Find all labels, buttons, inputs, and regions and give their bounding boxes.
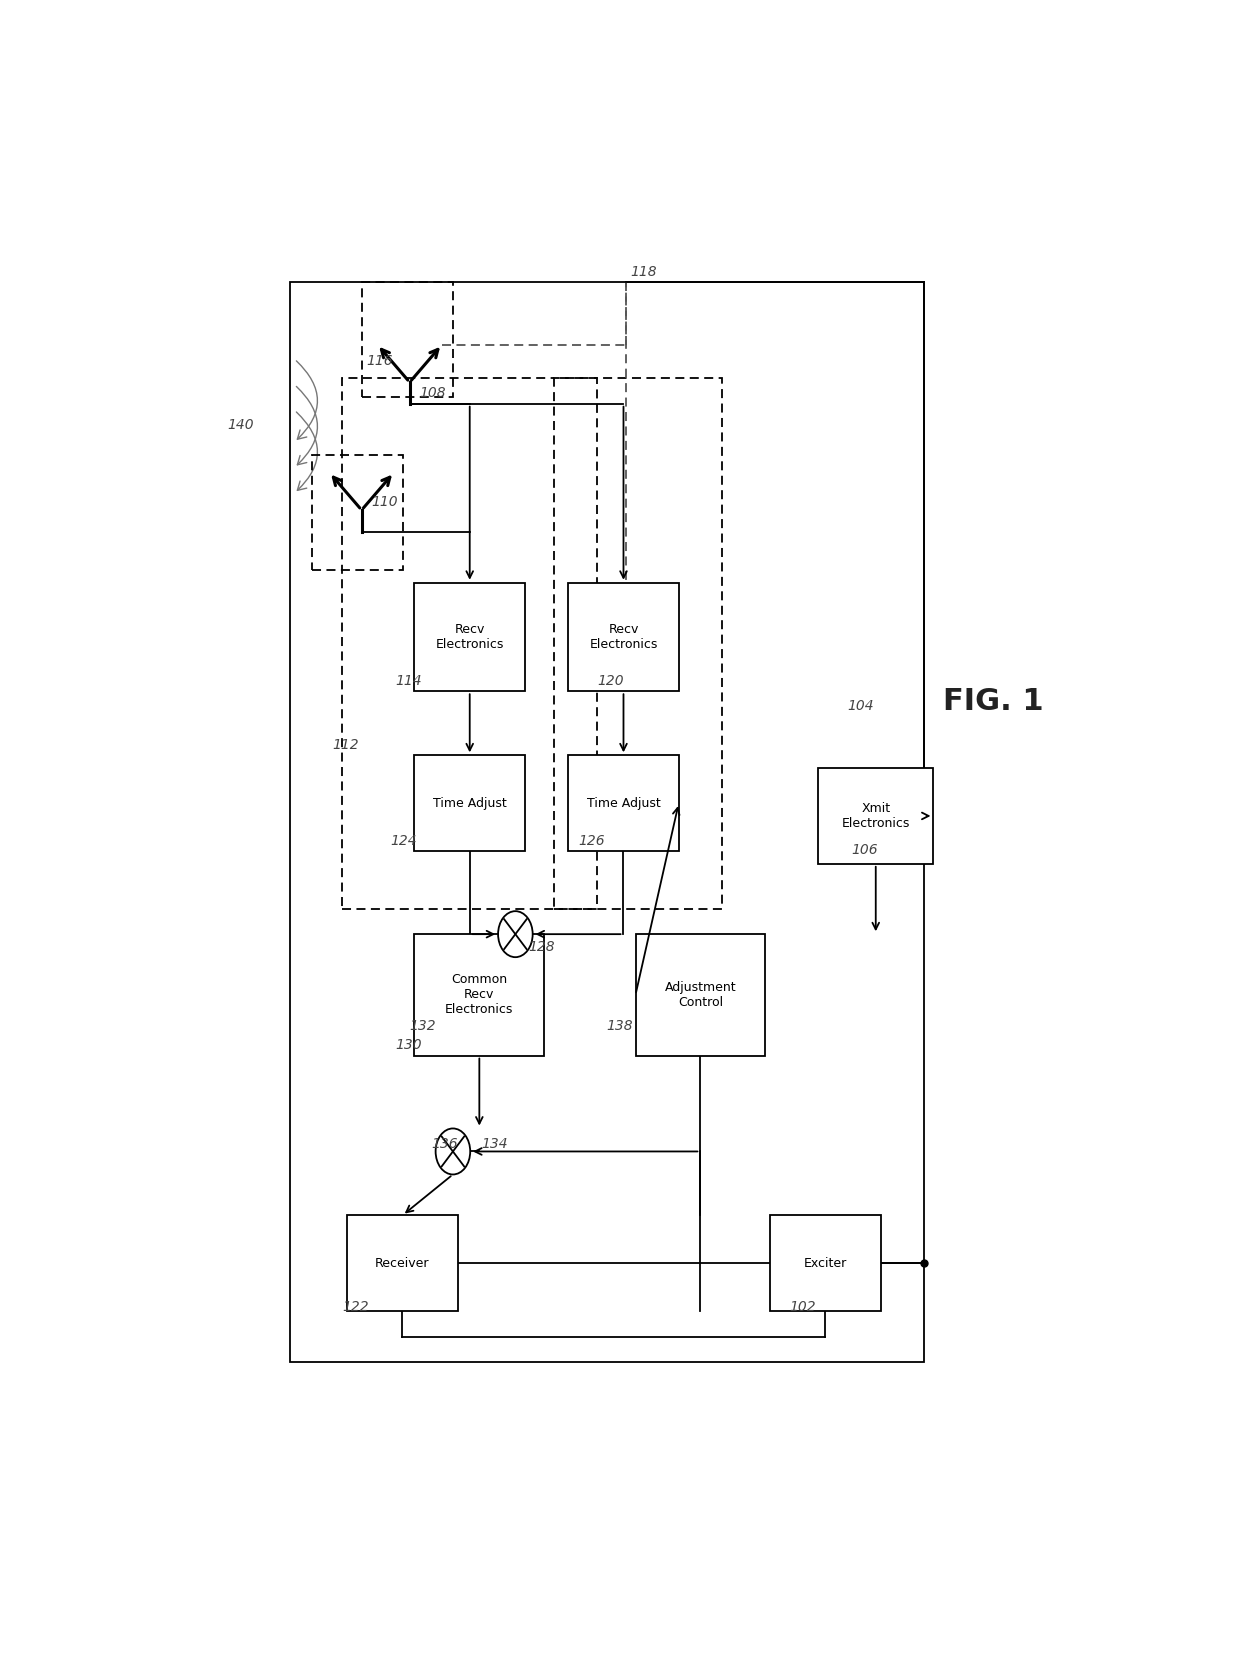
Text: 140: 140 <box>227 418 254 432</box>
Bar <box>342 378 596 908</box>
Text: 116: 116 <box>367 354 393 369</box>
Text: 118: 118 <box>631 266 657 279</box>
Text: Time Adjust: Time Adjust <box>433 797 507 810</box>
Bar <box>568 755 678 852</box>
Text: Common
Recv
Electronics: Common Recv Electronics <box>445 973 513 1016</box>
Text: 124: 124 <box>391 833 417 848</box>
Text: Time Adjust: Time Adjust <box>587 797 661 810</box>
Bar <box>347 1215 458 1311</box>
Circle shape <box>435 1129 470 1175</box>
Text: 134: 134 <box>481 1137 508 1150</box>
Bar <box>414 935 544 1056</box>
Text: 138: 138 <box>606 1019 634 1033</box>
Circle shape <box>498 911 533 958</box>
Text: 132: 132 <box>409 1019 436 1033</box>
Text: Exciter: Exciter <box>804 1257 847 1270</box>
Text: Adjustment
Control: Adjustment Control <box>665 981 737 1009</box>
Bar <box>568 583 678 691</box>
FancyArrowPatch shape <box>296 360 317 440</box>
FancyArrowPatch shape <box>296 412 317 490</box>
Bar <box>414 755 525 852</box>
Text: 122: 122 <box>342 1300 370 1315</box>
Bar <box>311 455 403 569</box>
Bar <box>414 583 525 691</box>
Text: 130: 130 <box>396 1038 422 1052</box>
Bar <box>635 935 765 1056</box>
Text: 106: 106 <box>852 843 878 857</box>
Text: FIG. 1: FIG. 1 <box>942 687 1044 717</box>
Text: Recv
Electronics: Recv Electronics <box>435 622 503 651</box>
Bar <box>770 1215 880 1311</box>
Text: 112: 112 <box>332 737 360 752</box>
Text: 110: 110 <box>371 495 398 510</box>
Text: 114: 114 <box>396 674 422 687</box>
Text: 108: 108 <box>419 387 446 400</box>
Bar <box>362 282 453 397</box>
Text: 104: 104 <box>847 699 873 714</box>
Text: 120: 120 <box>596 674 624 687</box>
Text: Recv
Electronics: Recv Electronics <box>589 622 657 651</box>
Text: 136: 136 <box>432 1137 459 1150</box>
Text: 102: 102 <box>789 1300 816 1315</box>
Text: 126: 126 <box>578 833 604 848</box>
Bar <box>818 769 934 863</box>
Text: Receiver: Receiver <box>376 1257 430 1270</box>
Bar <box>554 378 722 908</box>
Text: Xmit
Electronics: Xmit Electronics <box>842 802 910 830</box>
Bar <box>290 282 924 1363</box>
FancyArrowPatch shape <box>296 387 317 465</box>
Text: 128: 128 <box>528 940 554 954</box>
